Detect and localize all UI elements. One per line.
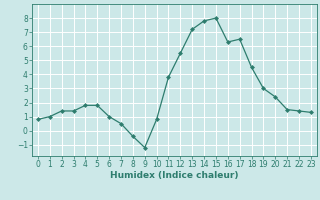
X-axis label: Humidex (Indice chaleur): Humidex (Indice chaleur) <box>110 171 239 180</box>
